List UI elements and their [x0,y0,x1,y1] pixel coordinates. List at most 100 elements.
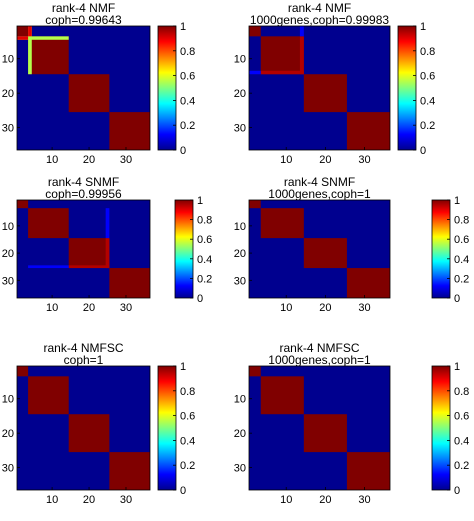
heatmap-block-2 [260,376,304,415]
colorbar-tick-label: 0.2 [454,460,469,472]
heatmap-highlight-col [28,26,32,37]
y-tick-label: 30 [2,123,14,135]
heatmap-block-3 [68,238,110,269]
heatmap-block-4 [109,452,150,490]
y-tick-label: 20 [234,248,246,260]
panel-subtitle: 1000genes,coph=0.99983 [250,13,389,27]
colorbar [174,199,194,299]
heatmap-block-2 [28,36,69,75]
colorbar-tick-label: 0.8 [420,46,435,58]
y-tick-label: 10 [2,221,14,233]
heatmap-highlight-col [299,26,304,37]
heatmap-highlight-row [260,70,304,75]
heatmap-highlight-col [28,26,32,75]
panel-title: rank-4 NMFSC [279,341,359,355]
heatmap-block-1 [249,26,261,37]
x-tick-label: 30 [358,494,370,506]
y-tick-label: 20 [2,248,14,260]
heatmap-highlight-row [17,36,69,40]
axes-frame [16,199,151,299]
x-tick-label: 10 [46,302,58,314]
heatmap-highlight-row [28,265,69,269]
y-tick-label: 20 [2,88,14,100]
colorbar-tick-label: 0.8 [180,386,195,398]
heatmap-block-1 [249,200,261,209]
heatmap-block-1 [17,200,29,209]
colorbar-tick-label: 1 [454,195,460,207]
heatmap-block-4 [346,268,390,298]
axes-frame [248,199,391,299]
y-tick-label: 10 [2,54,14,66]
x-tick-label: 10 [46,154,58,166]
x-tick-label: 10 [46,494,58,506]
colorbar-tick-label: 0.6 [197,234,212,246]
colorbar [431,365,451,491]
axes-frame [248,25,391,151]
y-tick-label: 30 [2,463,14,475]
colorbar-tick-label: 0.4 [454,435,469,447]
y-tick-label: 10 [2,394,14,406]
colorbar-tick-label: 0.2 [180,120,195,132]
x-tick-label: 10 [280,154,292,166]
heatmap-highlight-row [249,70,261,75]
colorbar-tick-label: 1 [180,361,186,373]
colorbar-tick-label: 0 [454,485,460,497]
panel-title: rank-4 NMFSC [43,341,123,355]
colorbar-tick-label: 0 [454,293,460,305]
x-tick-label: 10 [280,494,292,506]
y-tick-label: 20 [234,428,246,440]
heatmap-highlight-row [17,36,29,40]
colorbar [157,25,177,151]
colorbar-tick-label: 0.2 [420,120,435,132]
x-tick-label: 20 [83,494,95,506]
heatmap-block-3 [303,238,347,269]
colorbar-tick-label: 0.6 [420,71,435,83]
colorbar-tick-label: 0.6 [180,71,195,83]
axes-frame [16,365,151,491]
x-tick-label: 20 [319,154,331,166]
colorbar-tick-label: 0.6 [454,234,469,246]
colorbar-tick-label: 0.4 [197,254,212,266]
panel-title: rank-4 SNMF [48,175,119,189]
heatmap-highlight-col [105,238,110,269]
heatmap-block-3 [68,74,110,113]
y-tick-label: 10 [234,221,246,233]
x-tick-label: 20 [319,494,331,506]
colorbar-tick-label: 1 [197,195,203,207]
heatmap-block-3 [68,414,110,453]
colorbar-tick-label: 0.2 [454,273,469,285]
colorbar-tick-label: 0.6 [180,411,195,423]
colorbar-tick-label: 1 [180,21,186,33]
heatmap-block-4 [109,112,150,150]
heatmap-highlight-row [68,265,110,269]
heatmap-block-4 [109,268,150,298]
x-tick-label: 20 [83,302,95,314]
colorbar-tick-label: 0.8 [454,215,469,227]
colorbar-tick-label: 0.6 [454,411,469,423]
heatmap-highlight-col [299,36,304,75]
heatmap-block-2 [28,376,69,415]
panel-title: rank-4 NMF [52,1,115,15]
x-tick-label: 30 [358,154,370,166]
colorbar-tick-label: 0.4 [420,95,435,107]
colorbar-tick-label: 0.8 [180,46,195,58]
heatmap-block-2 [260,36,304,75]
panel-subtitle: coph=0.99643 [45,13,122,27]
colorbar-tick-label: 1 [420,21,426,33]
y-tick-label: 10 [234,54,246,66]
axes-frame [248,365,391,491]
colorbar [397,25,417,151]
colorbar-tick-label: 0.2 [197,273,212,285]
colorbar-tick-label: 0.8 [454,386,469,398]
colorbar-tick-label: 0.4 [454,254,469,266]
heatmap-block-1 [249,366,261,377]
colorbar-tick-label: 0 [180,485,186,497]
x-tick-label: 30 [120,302,132,314]
